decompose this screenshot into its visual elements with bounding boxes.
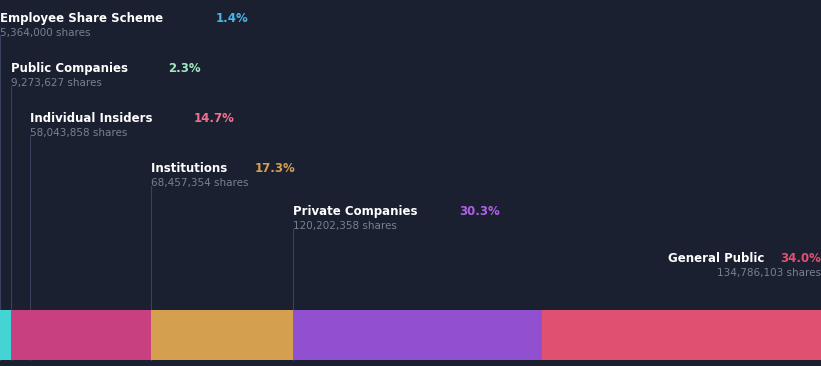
Bar bbox=[30, 310, 151, 360]
Text: 34.0%: 34.0% bbox=[780, 252, 821, 265]
Text: 1.4%: 1.4% bbox=[216, 12, 249, 25]
Text: 68,457,354 shares: 68,457,354 shares bbox=[151, 178, 249, 188]
Bar bbox=[151, 310, 293, 360]
Text: Employee Share Scheme: Employee Share Scheme bbox=[0, 12, 167, 25]
Text: Individual Insiders: Individual Insiders bbox=[30, 112, 157, 125]
Text: 120,202,358 shares: 120,202,358 shares bbox=[293, 221, 397, 231]
Text: 58,043,858 shares: 58,043,858 shares bbox=[30, 128, 128, 138]
Text: Institutions: Institutions bbox=[151, 162, 232, 175]
Bar bbox=[293, 310, 542, 360]
Text: 134,786,103 shares: 134,786,103 shares bbox=[717, 268, 821, 278]
Text: 9,273,627 shares: 9,273,627 shares bbox=[11, 78, 103, 88]
Text: Public Companies: Public Companies bbox=[11, 62, 133, 75]
Text: Private Companies: Private Companies bbox=[293, 205, 422, 218]
Bar bbox=[11, 310, 30, 360]
Text: General Public: General Public bbox=[667, 252, 768, 265]
Text: 17.3%: 17.3% bbox=[255, 162, 296, 175]
Text: 5,364,000 shares: 5,364,000 shares bbox=[0, 28, 90, 38]
Bar bbox=[0, 310, 11, 360]
Text: 30.3%: 30.3% bbox=[459, 205, 500, 218]
Bar bbox=[542, 310, 821, 360]
Text: 2.3%: 2.3% bbox=[167, 62, 200, 75]
Text: 14.7%: 14.7% bbox=[194, 112, 235, 125]
